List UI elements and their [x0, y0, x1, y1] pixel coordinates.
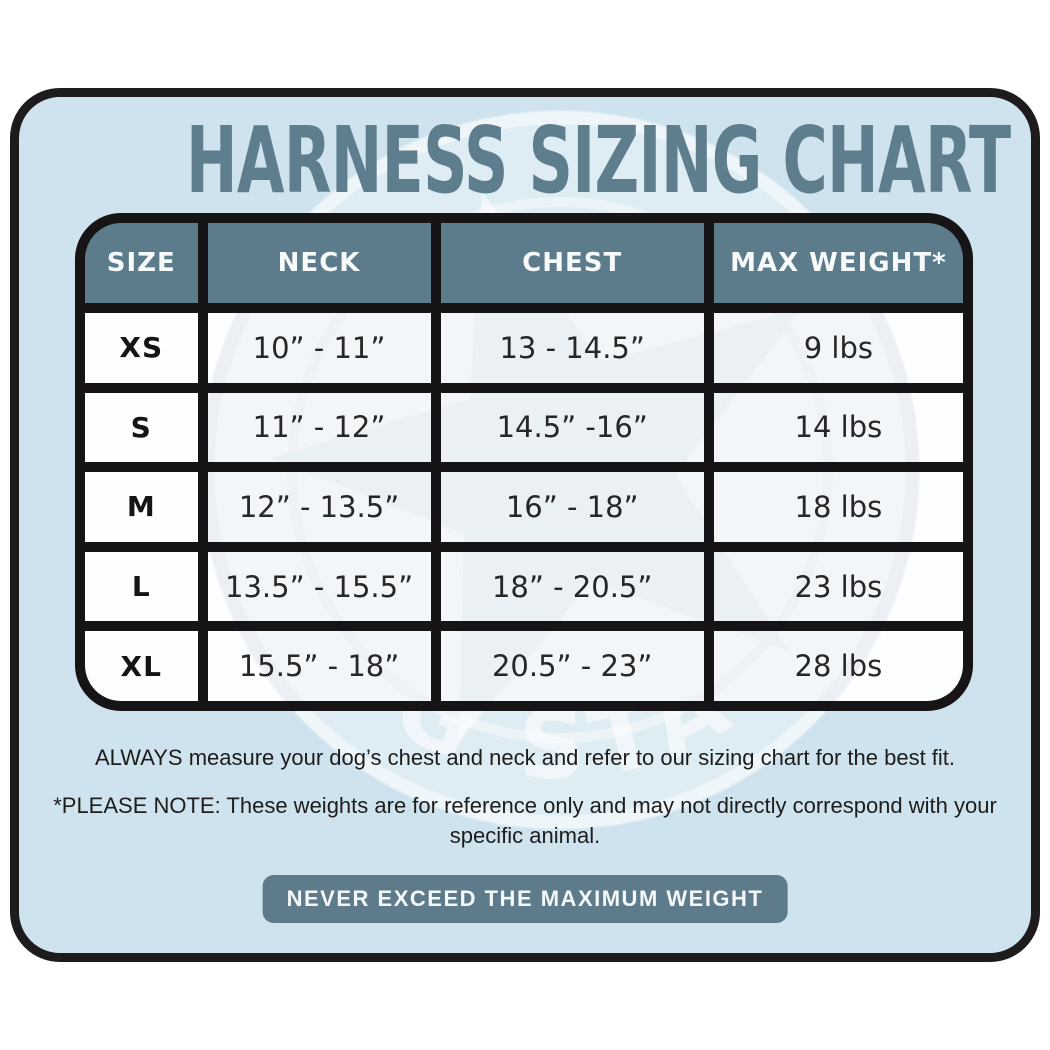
sizing-table: SIZE NECK CHEST MAX WEIGHT* XS 10” - 11”…: [75, 213, 973, 711]
cell-s-size: S: [85, 392, 198, 463]
cell-xs-neck: 10” - 11”: [207, 313, 431, 383]
cell-s-neck: 11” - 12”: [207, 392, 431, 463]
cell-l-weight: 23 lbs: [713, 551, 963, 622]
cell-s-weight: 14 lbs: [713, 392, 963, 463]
cell-s-chest: 14.5” -16”: [440, 392, 704, 463]
cell-l-chest: 18” - 20.5”: [440, 551, 704, 622]
cell-l-neck: 13.5” - 15.5”: [207, 551, 431, 622]
cell-l-size: L: [85, 551, 198, 622]
note-measure: ALWAYS measure your dog’s chest and neck…: [94, 745, 956, 770]
max-weight-banner: NEVER EXCEED THE MAXIMUM WEIGHT: [262, 875, 788, 923]
cell-m-neck: 12” - 13.5”: [207, 472, 431, 542]
header-cell-chest: CHEST: [440, 223, 704, 303]
header-cell-neck: NECK: [207, 223, 431, 303]
cell-m-weight: 18 lbs: [713, 472, 963, 542]
cell-m-size: M: [85, 472, 198, 542]
cell-xs-chest: 13 - 14.5”: [440, 313, 704, 383]
note-reference: *PLEASE NOTE: These weights are for refe…: [53, 793, 997, 848]
cell-xl-neck: 15.5” - 18”: [207, 631, 431, 701]
cell-xl-chest: 20.5” - 23”: [440, 631, 704, 701]
chart-panel: DOG STARS HARNESS SIZING CHART SIZE NECK…: [10, 88, 1040, 962]
header-cell-max-weight: MAX WEIGHT*: [713, 223, 963, 303]
header-cell-size: SIZE: [85, 223, 198, 303]
cell-xs-size: XS: [85, 313, 198, 383]
page-title: HARNESS SIZING CHART: [185, 107, 1011, 214]
cell-xl-size: XL: [85, 631, 198, 701]
cell-m-chest: 16” - 18”: [440, 472, 704, 542]
cell-xs-weight: 9 lbs: [713, 313, 963, 383]
cell-xl-weight: 28 lbs: [713, 631, 963, 701]
